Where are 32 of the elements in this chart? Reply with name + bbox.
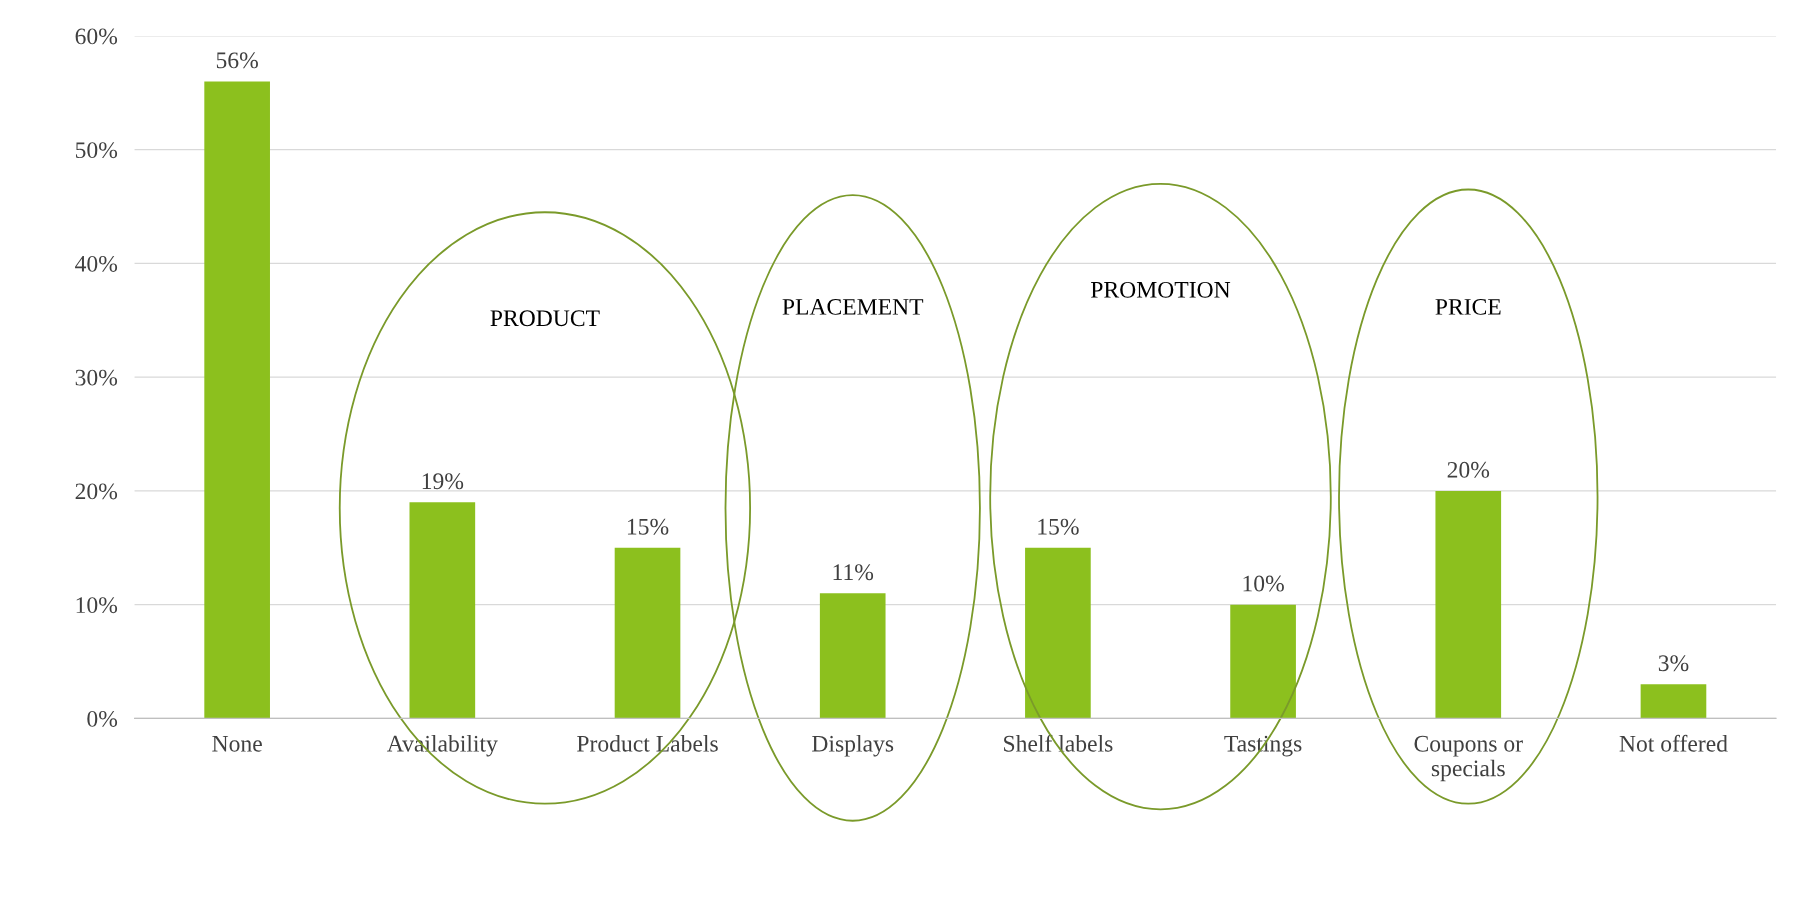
bar [1435, 490, 1502, 719]
x-tick-label: Not offered [1619, 734, 1728, 752]
y-tick-label: 40% [75, 255, 118, 272]
data-label: 10% [1243, 575, 1284, 592]
x-tick-label: Coupons or specials [1414, 735, 1523, 782]
bar [1640, 684, 1707, 719]
data-label: 19% [422, 473, 464, 490]
bar [1230, 604, 1296, 719]
x-tick-label: Shelf labels [1004, 734, 1113, 752]
x-tick-label: None [212, 735, 262, 752]
y-tick-label: 20% [75, 483, 118, 500]
y-tick-label: 30% [75, 369, 118, 386]
data-label: 15% [627, 518, 669, 535]
bar [819, 593, 886, 719]
y-tick-label: 10% [76, 597, 118, 614]
x-tick-label: Displays [812, 735, 894, 757]
annotation: PRODUCT [490, 310, 600, 327]
bar [409, 502, 476, 719]
annotation: PROMOTION [1090, 281, 1231, 298]
data-label: 20% [1447, 461, 1490, 478]
y-tick-label: 50% [75, 142, 118, 159]
data-label: 3% [1658, 655, 1689, 672]
bar [1025, 547, 1091, 719]
y-tick-label: 60% [75, 28, 118, 45]
data-label: 11% [833, 564, 874, 581]
bar [614, 547, 681, 719]
annotation: PLACEMENT [782, 298, 924, 315]
data-label: 56% [216, 52, 258, 69]
bar [204, 81, 270, 719]
annotation: PRICE [1435, 298, 1501, 315]
y-tick-label: 0% [87, 710, 118, 727]
data-label: 15% [1038, 518, 1079, 535]
